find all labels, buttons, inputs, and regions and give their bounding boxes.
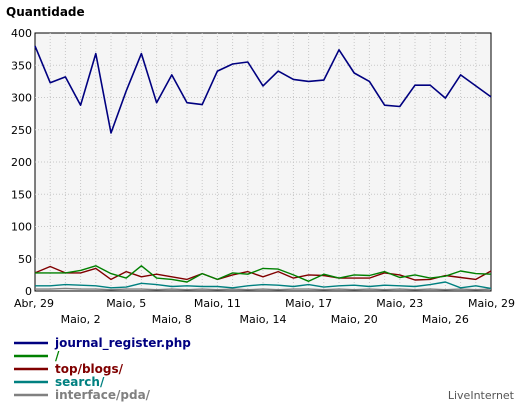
y-tick-label: 50	[18, 253, 32, 266]
x-tick-label: Maio, 8	[152, 313, 192, 326]
legend-label: top/blogs/	[55, 362, 124, 376]
series-lines	[34, 45, 492, 291]
y-tick-label: 0	[25, 285, 32, 298]
y-tick-label: 250	[11, 124, 32, 137]
x-tick-label: Maio, 5	[106, 297, 146, 310]
series-line	[35, 281, 492, 290]
brand-label: LiveInternet	[448, 389, 515, 402]
series-line	[34, 45, 492, 134]
x-tick-label: Maio, 23	[376, 297, 423, 310]
y-tick-labels: 0 50 100 150 200 250 300 350 400	[11, 27, 32, 298]
y-tick-label: 200	[11, 156, 32, 169]
x-tick-label: Maio, 17	[285, 297, 332, 310]
legend-label: interface/pda/	[55, 388, 151, 402]
series-line	[34, 265, 492, 281]
x-tick-label: Maio, 20	[331, 313, 378, 326]
legend-label: search/	[55, 375, 105, 389]
x-tick-labels: Abr, 29 Maio, 5 Maio, 11 Maio, 17 Maio, 23 Ma…	[14, 297, 515, 326]
legend-label: /	[55, 349, 60, 363]
y-tick-label: 100	[11, 221, 32, 234]
x-tick-label: Abr, 29	[14, 297, 54, 310]
series-line	[35, 265, 492, 283]
x-tick-label: Maio, 29	[468, 297, 515, 310]
x-tick-label: Maio, 2	[61, 313, 101, 326]
legend-label: journal_register.php	[54, 336, 191, 351]
x-tick-label: Maio, 14	[239, 313, 286, 326]
y-tick-label: 400	[11, 27, 32, 40]
series-line	[35, 287, 492, 291]
y-tick-label: 150	[11, 188, 32, 201]
x-tick-label: Maio, 11	[194, 297, 241, 310]
x-tick-label: Maio, 26	[422, 313, 469, 326]
y-axis-title: Quantidade	[6, 5, 85, 19]
y-tick-label: 300	[11, 92, 32, 105]
legend: journal_register.php/top/blogs/search/in…	[14, 336, 191, 402]
y-tick-label: 350	[11, 59, 32, 72]
